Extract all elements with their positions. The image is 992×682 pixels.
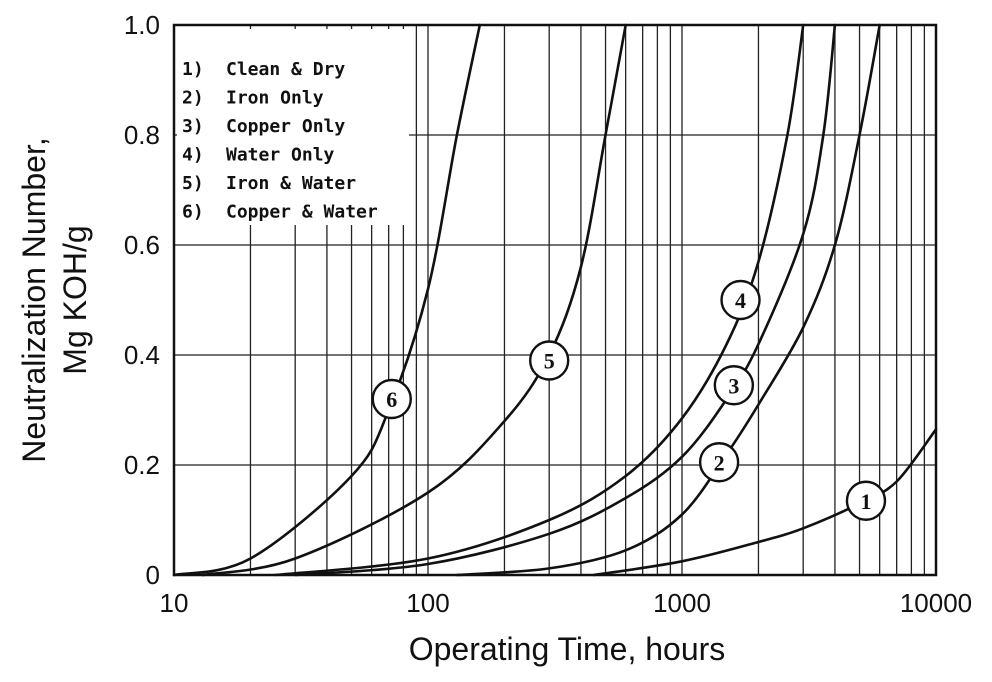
y-axis-label-line1: Neutralization Number, [16, 137, 52, 462]
series-marker-label-5: 5 [544, 349, 555, 374]
legend-entry: Copper Only [226, 116, 345, 137]
y-tick-label: 0 [146, 560, 160, 590]
legend-entry: Water Only [226, 145, 335, 166]
series-marker-label-4: 4 [735, 288, 746, 313]
legend-number: 4) [182, 145, 204, 166]
series-marker-circle-1 [845, 480, 887, 521]
x-tick-labels: 10 100 1000 10000 [160, 588, 973, 618]
series-marker-circle-6 [371, 378, 412, 420]
series-line-1 [592, 428, 938, 577]
series-marker-circle-4 [720, 279, 761, 321]
legend-number: 5) [182, 173, 204, 194]
series-marker-circle-2 [698, 442, 740, 483]
legend-entry: Iron & Water [226, 173, 356, 194]
legend-entry: Clean & Dry [226, 59, 345, 80]
x-tick-label: 100 [406, 588, 449, 618]
y-axis-label-line2: Mg KOH/g [57, 225, 93, 374]
legend-number: 1) [182, 59, 204, 80]
series-line-3 [293, 23, 837, 577]
x-axis-label: Operating Time, hours [409, 631, 726, 667]
legend-entry: Copper & Water [226, 202, 378, 223]
legend: 1) Clean & Dry 2) Iron Only 3) Copper Only 4) W… [177, 29, 409, 225]
curves [172, 23, 938, 577]
plot-frame [172, 23, 938, 577]
series-marker-label-6: 6 [386, 387, 397, 412]
legend-number: 3) [182, 116, 204, 137]
x-tick-label: 10 [160, 588, 189, 618]
legend-background [177, 29, 409, 225]
legend-number: 2) [182, 88, 204, 109]
series-markers: 1 2 3 4 5 6 [371, 279, 887, 521]
series-line-2 [455, 23, 881, 577]
series-marker-label-3: 3 [728, 373, 739, 398]
y-tick-label: 0.8 [124, 120, 160, 150]
series-marker-label-2: 2 [714, 450, 725, 475]
series-marker-circle-5 [528, 340, 570, 381]
series-marker-label-1: 1 [860, 489, 871, 514]
y-tick-label: 0.2 [124, 450, 160, 480]
legend-number: 6) [182, 202, 204, 223]
series-line-5 [201, 23, 627, 577]
y-tick-labels: 0 0.2 0.4 0.6 0.8 1.0 [124, 10, 160, 590]
x-tick-label: 1000 [653, 588, 711, 618]
legend-entry: Iron Only [226, 88, 324, 109]
y-tick-label: 0.4 [124, 340, 160, 370]
series-marker-circle-3 [713, 365, 755, 406]
y-tick-label: 1.0 [124, 10, 160, 40]
y-tick-label: 0.6 [124, 230, 160, 260]
series-line-4 [273, 23, 805, 577]
x-tick-label: 10000 [900, 588, 972, 618]
